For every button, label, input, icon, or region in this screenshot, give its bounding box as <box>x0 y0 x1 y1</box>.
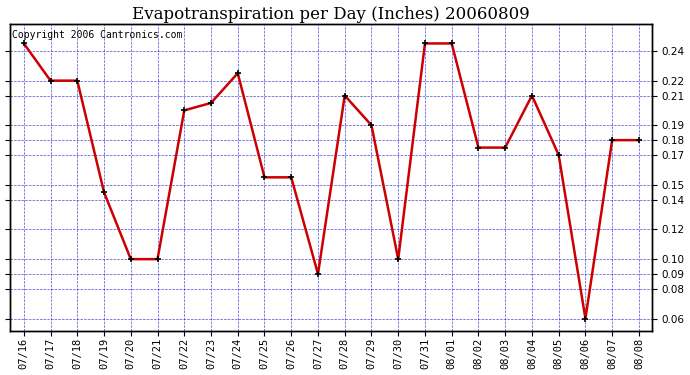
Text: Copyright 2006 Cantronics.com: Copyright 2006 Cantronics.com <box>12 30 182 40</box>
Title: Evapotranspiration per Day (Inches) 20060809: Evapotranspiration per Day (Inches) 2006… <box>132 6 530 22</box>
